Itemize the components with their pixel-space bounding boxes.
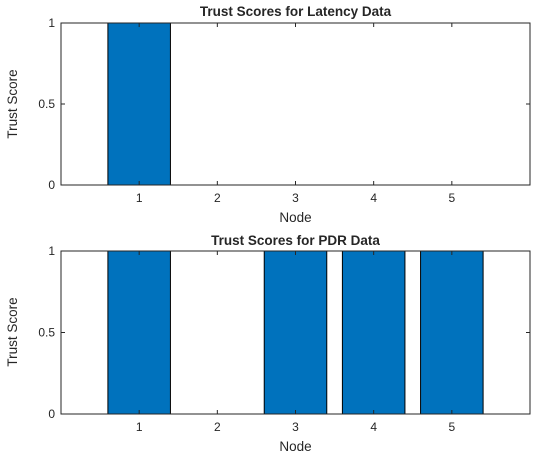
y-tick-group: 00.51: [38, 244, 530, 421]
y-tick-label: 1: [48, 244, 55, 258]
x-axis-label: Node: [279, 439, 311, 454]
y-tick-label: 0: [48, 178, 55, 192]
x-tick-label: 4: [370, 420, 377, 434]
chart-title: Trust Scores for Latency Data: [200, 4, 392, 19]
x-tick-label: 4: [370, 191, 377, 205]
bar-node-3: [263, 250, 328, 415]
x-tick-group: 1 2 3 4 5: [136, 251, 455, 434]
x-axis-label: Node: [279, 210, 311, 225]
y-tick-label: 0.5: [38, 97, 55, 111]
x-tick-label: 2: [214, 420, 221, 434]
bar-node-1: [107, 250, 171, 415]
x-tick-label: 2: [214, 191, 221, 205]
y-tick-label: 1: [48, 16, 55, 30]
chart-title: Trust Scores for PDR Data: [211, 233, 380, 248]
bar-group: [107, 22, 171, 186]
y-tick-label: 0.5: [38, 326, 55, 340]
x-tick-label: 5: [448, 191, 455, 205]
bar-group: [107, 250, 484, 415]
y-tick-group: 00.51: [38, 16, 530, 192]
x-tick-group: 1 2 3 4 5: [136, 23, 455, 205]
bar-node-4: [341, 250, 406, 415]
bar-node-1: [107, 22, 171, 186]
bar-node-5: [420, 250, 484, 415]
y-tick-label: 0: [48, 407, 55, 421]
x-tick-label: 3: [292, 191, 299, 205]
x-tick-label: 3: [292, 420, 299, 434]
x-tick-label: 1: [136, 420, 143, 434]
x-tick-label: 5: [448, 420, 455, 434]
x-tick-label: 1: [136, 191, 143, 205]
y-axis-label: Trust Score: [5, 69, 20, 138]
y-axis-label: Trust Score: [5, 297, 20, 366]
